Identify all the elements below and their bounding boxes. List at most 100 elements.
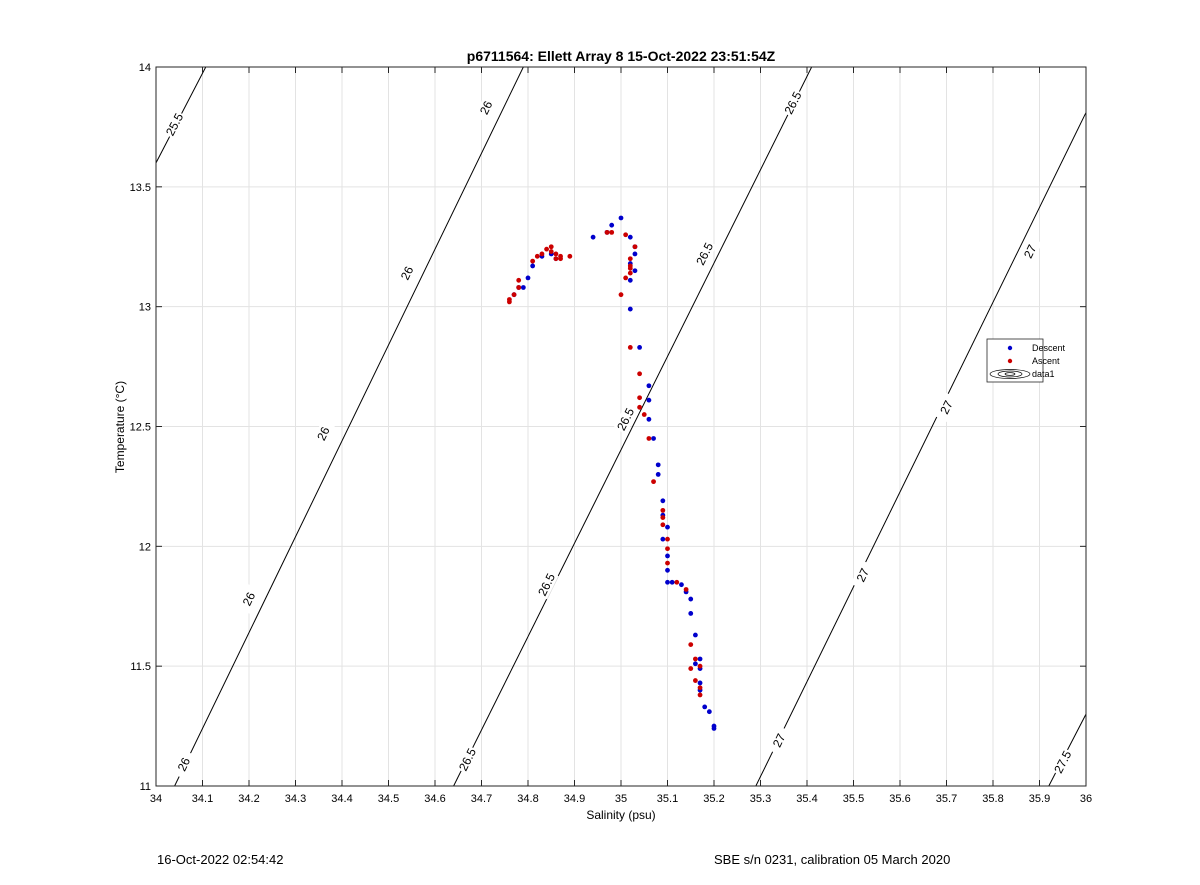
x-tick-label: 35.5: [843, 793, 864, 805]
ascent-point: [693, 678, 698, 683]
x-tick-label: 34.5: [378, 793, 399, 805]
ascent-point: [697, 692, 703, 698]
ascent-point: [637, 404, 642, 410]
descent-point: [679, 582, 684, 588]
descent-point: [697, 656, 703, 662]
x-tick-label: 34.7: [471, 793, 492, 805]
ascent-point: [516, 285, 522, 290]
contour-label-bg: [780, 88, 806, 118]
contour-label-group: 25.5: [162, 109, 187, 140]
x-tick-label: 34.8: [517, 793, 538, 805]
contour-label-bg: [237, 584, 261, 614]
contour-label-bg: [534, 569, 559, 600]
contour-label: 27: [770, 731, 789, 749]
descent-point: [706, 709, 712, 715]
contour-label: 27: [854, 566, 873, 584]
contour-label-group: 26: [474, 92, 499, 123]
contour-line-27: [755, 112, 1086, 786]
ascent-point: [651, 479, 656, 485]
x-tick-label: 34.9: [564, 793, 585, 805]
contour-label-group: 27: [850, 560, 875, 590]
ascent-point: [637, 371, 642, 377]
x-axis-ticks: 34 34.1 34.2 34.3 34.4 34.5 34.6 34.7 34.8 34.9 35…: [150, 67, 1092, 805]
contour-label-group: 26.5: [613, 404, 638, 435]
contour-label-group: 26: [395, 258, 420, 288]
descent-point: [665, 567, 670, 573]
chart-title: p6711564: Ellett Array 8 15-Oct-2022 23:…: [467, 48, 776, 64]
ascent-point: [693, 656, 698, 662]
contour-line-26: [174, 67, 524, 786]
ascent-point: [627, 265, 633, 271]
descent-point: [590, 234, 596, 240]
descent-point: [665, 553, 670, 559]
x-tick-label: 34: [150, 793, 162, 805]
y-axis-label: Temperature (°C): [113, 381, 127, 473]
legend-data1-label: data1: [1032, 369, 1055, 379]
legend: Descent Ascent data1: [986, 338, 1066, 383]
ascent-point: [660, 522, 666, 528]
descent-point: [618, 215, 624, 221]
x-tick-label: 34.6: [424, 793, 445, 805]
x-tick-label: 35.9: [1029, 793, 1050, 805]
contour-label-bg: [455, 744, 480, 775]
descent-point: [627, 306, 633, 312]
ascent-point: [674, 579, 680, 585]
ascent-point: [665, 536, 670, 542]
ascent-point: [530, 258, 536, 264]
contour-line-26.5: [453, 67, 813, 786]
contour-label-bg: [162, 109, 187, 140]
contour-label: 27: [1021, 242, 1040, 260]
x-tick-label: 35.1: [657, 793, 678, 805]
footer-timestamp: 16-Oct-2022 02:54:42: [157, 852, 284, 867]
x-tick-label: 35.8: [982, 793, 1003, 805]
contour-label: 26: [477, 98, 496, 116]
descent-point: [627, 234, 633, 240]
legend-descent-label: Descent: [1032, 343, 1066, 353]
contour-label-group: 26: [237, 584, 261, 614]
x-tick-label: 34.3: [285, 793, 306, 805]
ascent-point: [627, 256, 633, 262]
x-tick-label: 36: [1080, 793, 1092, 805]
descent-point: [669, 579, 675, 585]
descent-point: [646, 397, 652, 403]
ascent-point: [553, 256, 559, 262]
contour-label: 26: [175, 755, 194, 773]
contour-label-group: 27: [1018, 236, 1043, 267]
ascent-point: [637, 395, 642, 401]
descent-point: [632, 268, 638, 274]
ascent-point: [558, 256, 563, 262]
x-tick-label: 35.6: [889, 793, 910, 805]
ascent-point: [627, 270, 633, 276]
ascent-point: [660, 507, 666, 513]
descent-point: [697, 680, 703, 686]
x-tick-label: 34.2: [238, 793, 259, 805]
contour-label: 26: [314, 424, 333, 442]
y-tick-label: 11: [140, 781, 151, 793]
ascent-point: [665, 560, 670, 566]
ascent-point: [646, 436, 652, 441]
contour-label-bg: [692, 239, 717, 269]
descent-point: [665, 524, 670, 530]
x-tick-label: 34.1: [192, 793, 213, 805]
contour-label-bg: [613, 404, 638, 435]
ascent-point: [641, 412, 647, 417]
ascent-point: [688, 666, 694, 671]
descent-point: [693, 632, 698, 638]
descent-point: [646, 416, 652, 422]
descent-point: [609, 222, 615, 228]
ascent-point: [553, 251, 559, 257]
y-tick-label: 13: [139, 302, 151, 314]
descent-point: [711, 726, 717, 731]
y-axis-ticks: 11 11.5 12 12.5 13 13.5 14: [130, 62, 1086, 793]
ascent-point: [697, 663, 703, 669]
descent-point: [688, 596, 694, 602]
contour-label-group: 26.5: [534, 569, 559, 600]
contour-label: 27: [937, 398, 956, 416]
ascent-point: [604, 229, 610, 235]
ascent-point: [544, 246, 549, 252]
footer-calibration: SBE s/n 0231, calibration 05 March 2020: [714, 852, 951, 867]
descent-point: [702, 704, 708, 710]
contour-label-group: 26.5: [455, 744, 480, 775]
contour-label-bg: [474, 92, 499, 123]
